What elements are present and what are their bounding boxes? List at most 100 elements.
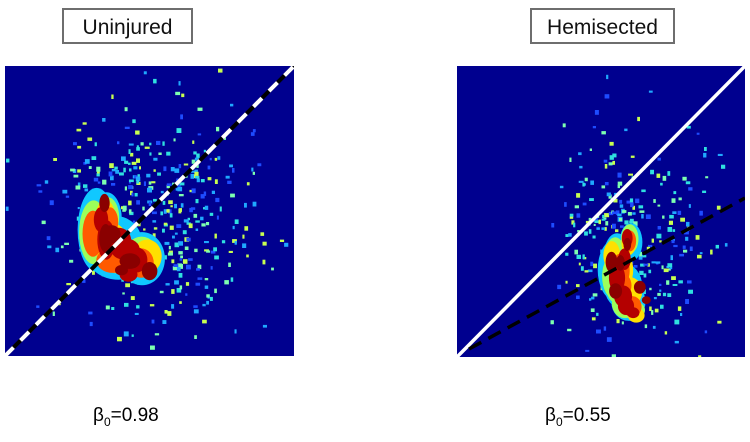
heat-speck xyxy=(122,292,125,295)
heat-speck xyxy=(153,169,156,172)
heat-speck xyxy=(262,259,266,265)
heat-speck xyxy=(44,180,49,184)
heat-speck xyxy=(149,142,152,146)
heat-speck xyxy=(667,227,673,232)
heat-speck xyxy=(148,201,152,206)
title-uninjured: Uninjured xyxy=(62,8,193,44)
heat-speck xyxy=(151,319,155,324)
heat-speck xyxy=(168,209,172,214)
heat-speck xyxy=(592,126,596,129)
heat-speck xyxy=(214,255,219,260)
heat-speck xyxy=(151,181,156,184)
heat-core-blob xyxy=(633,280,646,294)
heat-speck xyxy=(102,179,107,185)
heat-speck xyxy=(596,329,601,334)
heat-speck xyxy=(207,177,212,181)
heatmap-uninjured xyxy=(5,66,294,356)
heat-speck xyxy=(162,320,167,324)
heat-speck xyxy=(580,266,584,271)
heat-speck xyxy=(55,247,60,253)
heat-speck xyxy=(174,168,180,173)
heat-speck xyxy=(590,308,595,312)
heat-speck xyxy=(680,313,683,316)
heat-speck xyxy=(688,204,691,208)
heat-speck xyxy=(96,170,100,174)
heat-speck xyxy=(641,214,644,219)
heat-speck xyxy=(166,151,171,156)
heat-speck xyxy=(166,209,170,213)
heat-speck xyxy=(179,285,183,290)
title-hemisected: Hemisected xyxy=(530,8,675,44)
heat-speck xyxy=(229,164,233,168)
heat-speck xyxy=(234,241,237,245)
heat-speck xyxy=(603,217,607,220)
heat-speck xyxy=(41,220,46,225)
heat-speck xyxy=(584,177,588,182)
heat-speck xyxy=(234,329,237,334)
heat-speck xyxy=(111,169,116,172)
heat-speck xyxy=(194,171,199,176)
heat-speck xyxy=(214,157,218,161)
heat-speck xyxy=(673,191,677,195)
heat-speck xyxy=(192,140,195,144)
heat-speck xyxy=(38,190,43,193)
heat-speck xyxy=(177,182,181,187)
heat-speck xyxy=(659,240,662,243)
heat-speck xyxy=(124,126,130,129)
heat-speck xyxy=(637,116,640,122)
heat-speck xyxy=(214,179,218,184)
heat-speck xyxy=(136,145,139,149)
heat-speck xyxy=(682,176,687,181)
heat-speck xyxy=(587,269,593,273)
heat-speck xyxy=(136,200,140,205)
heat-speck xyxy=(132,220,136,224)
heat-speck xyxy=(568,233,572,237)
heat-speck xyxy=(565,280,568,284)
heat-speck xyxy=(576,193,581,198)
heat-speck xyxy=(673,244,678,248)
heat-speck xyxy=(633,221,638,226)
heat-speck xyxy=(189,189,193,193)
heat-speck xyxy=(633,265,638,268)
heat-speck xyxy=(160,190,164,194)
heat-speck xyxy=(620,225,624,228)
beta-label-hemisected: β0=0.55 xyxy=(545,405,611,429)
heat-speck xyxy=(191,207,196,210)
heat-speck xyxy=(191,159,196,164)
heat-speck xyxy=(601,227,605,230)
heat-speck xyxy=(149,152,152,156)
heat-speck xyxy=(635,198,640,204)
heat-speck xyxy=(704,330,708,334)
heat-speck xyxy=(594,110,599,115)
heat-speck xyxy=(640,263,645,267)
heat-speck xyxy=(569,216,574,219)
heat-speck xyxy=(687,280,692,284)
heat-speck xyxy=(52,311,55,316)
heat-speck xyxy=(191,188,196,194)
heat-speck xyxy=(612,211,617,214)
heat-speck xyxy=(167,252,173,256)
heat-speck xyxy=(605,221,609,226)
heat-speck xyxy=(84,188,89,192)
heat-speck xyxy=(684,230,689,235)
heat-speck xyxy=(576,254,581,259)
heat-speck xyxy=(124,302,129,307)
heat-speck xyxy=(136,180,139,184)
heat-speck xyxy=(203,149,206,153)
heat-speck xyxy=(94,142,97,147)
heat-speck xyxy=(178,81,181,86)
heat-speck xyxy=(716,205,721,210)
heat-speck xyxy=(557,284,562,290)
heat-speck xyxy=(704,147,707,151)
heat-speck xyxy=(169,213,173,218)
heat-speck xyxy=(179,258,182,261)
heat-speck xyxy=(715,244,719,249)
heat-speck xyxy=(183,163,189,166)
heat-speck xyxy=(128,162,131,165)
heat-speck xyxy=(164,241,170,245)
heat-speck xyxy=(604,227,607,231)
heat-speck xyxy=(685,236,689,241)
heat-speck xyxy=(624,128,628,132)
heat-speck xyxy=(178,164,182,169)
heat-speck xyxy=(163,166,167,172)
